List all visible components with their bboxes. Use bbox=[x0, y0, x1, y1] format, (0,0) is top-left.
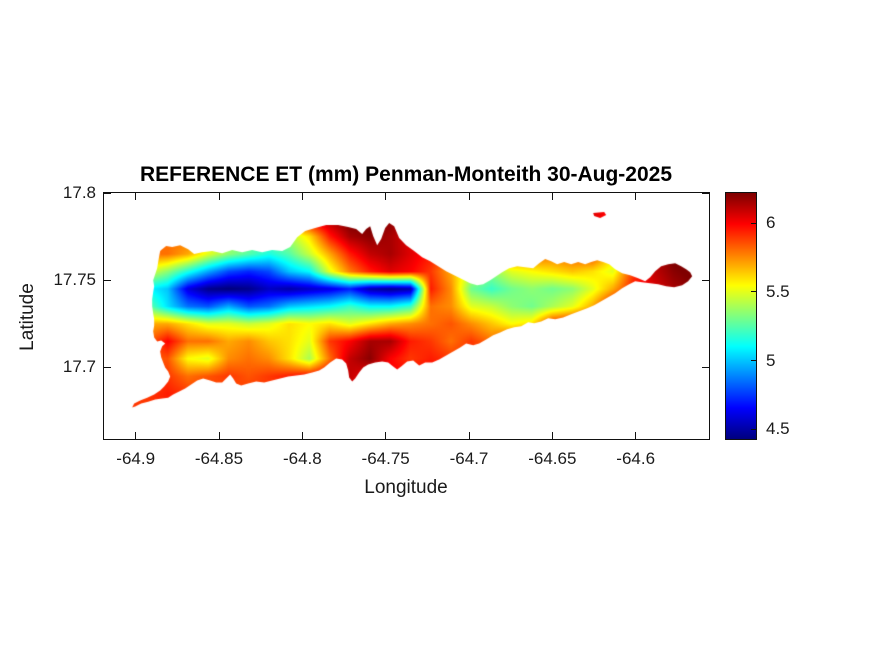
x-tick-label: -64.85 bbox=[194, 449, 244, 468]
x-tick-label: -64.7 bbox=[449, 449, 489, 468]
y-axis-tick bbox=[702, 366, 709, 368]
colorbar-tick bbox=[751, 291, 756, 293]
x-axis-label: Longitude bbox=[364, 477, 448, 498]
x-axis-tick bbox=[301, 193, 303, 200]
y-axis-tick bbox=[104, 279, 111, 281]
y-axis-label: Latitude bbox=[17, 283, 38, 351]
x-axis-tick bbox=[635, 193, 637, 200]
x-axis-tick bbox=[551, 193, 553, 200]
x-axis-tick bbox=[135, 193, 137, 200]
colorbar-tick bbox=[751, 222, 756, 224]
x-axis-tick bbox=[218, 432, 220, 439]
x-axis-tick bbox=[385, 432, 387, 439]
colorbar-tick-label: 6 bbox=[766, 213, 776, 233]
y-tick-label: 17.7 bbox=[62, 357, 96, 377]
colorbar-tick bbox=[751, 428, 756, 430]
colorbar-tick-label: 5.5 bbox=[766, 281, 790, 301]
colorbar-tick-label: 4.5 bbox=[766, 419, 790, 439]
y-axis-tick bbox=[104, 366, 111, 368]
x-axis-tick bbox=[551, 432, 553, 439]
x-axis-tick bbox=[385, 193, 387, 200]
y-axis-tick bbox=[702, 192, 709, 194]
x-tick-label: -64.9 bbox=[116, 449, 156, 468]
y-tick-label: 17.75 bbox=[53, 270, 96, 290]
plot-area bbox=[103, 192, 710, 440]
chart-title: REFERENCE ET (mm) Penman-Monteith 30-Aug… bbox=[139, 163, 673, 186]
colorbar-tick bbox=[751, 360, 756, 362]
x-axis-tick bbox=[218, 193, 220, 200]
x-tick-label: -64.65 bbox=[528, 449, 577, 468]
x-axis-tick bbox=[468, 193, 470, 200]
colorbar-canvas bbox=[726, 193, 756, 439]
y-axis-tick bbox=[104, 192, 111, 194]
x-tick-label: -64.75 bbox=[361, 449, 410, 468]
heatmap-canvas bbox=[104, 193, 709, 439]
x-axis-tick bbox=[635, 432, 637, 439]
x-tick-label: -64.6 bbox=[616, 449, 656, 468]
y-tick-label: 17.8 bbox=[62, 183, 96, 202]
colorbar-tick-label: 5 bbox=[766, 350, 776, 370]
x-axis-tick bbox=[468, 432, 470, 439]
x-axis-tick bbox=[135, 432, 137, 439]
x-axis-tick bbox=[301, 432, 303, 439]
y-axis-tick bbox=[702, 279, 709, 281]
colorbar bbox=[725, 192, 757, 440]
x-tick-label: -64.8 bbox=[282, 449, 322, 468]
